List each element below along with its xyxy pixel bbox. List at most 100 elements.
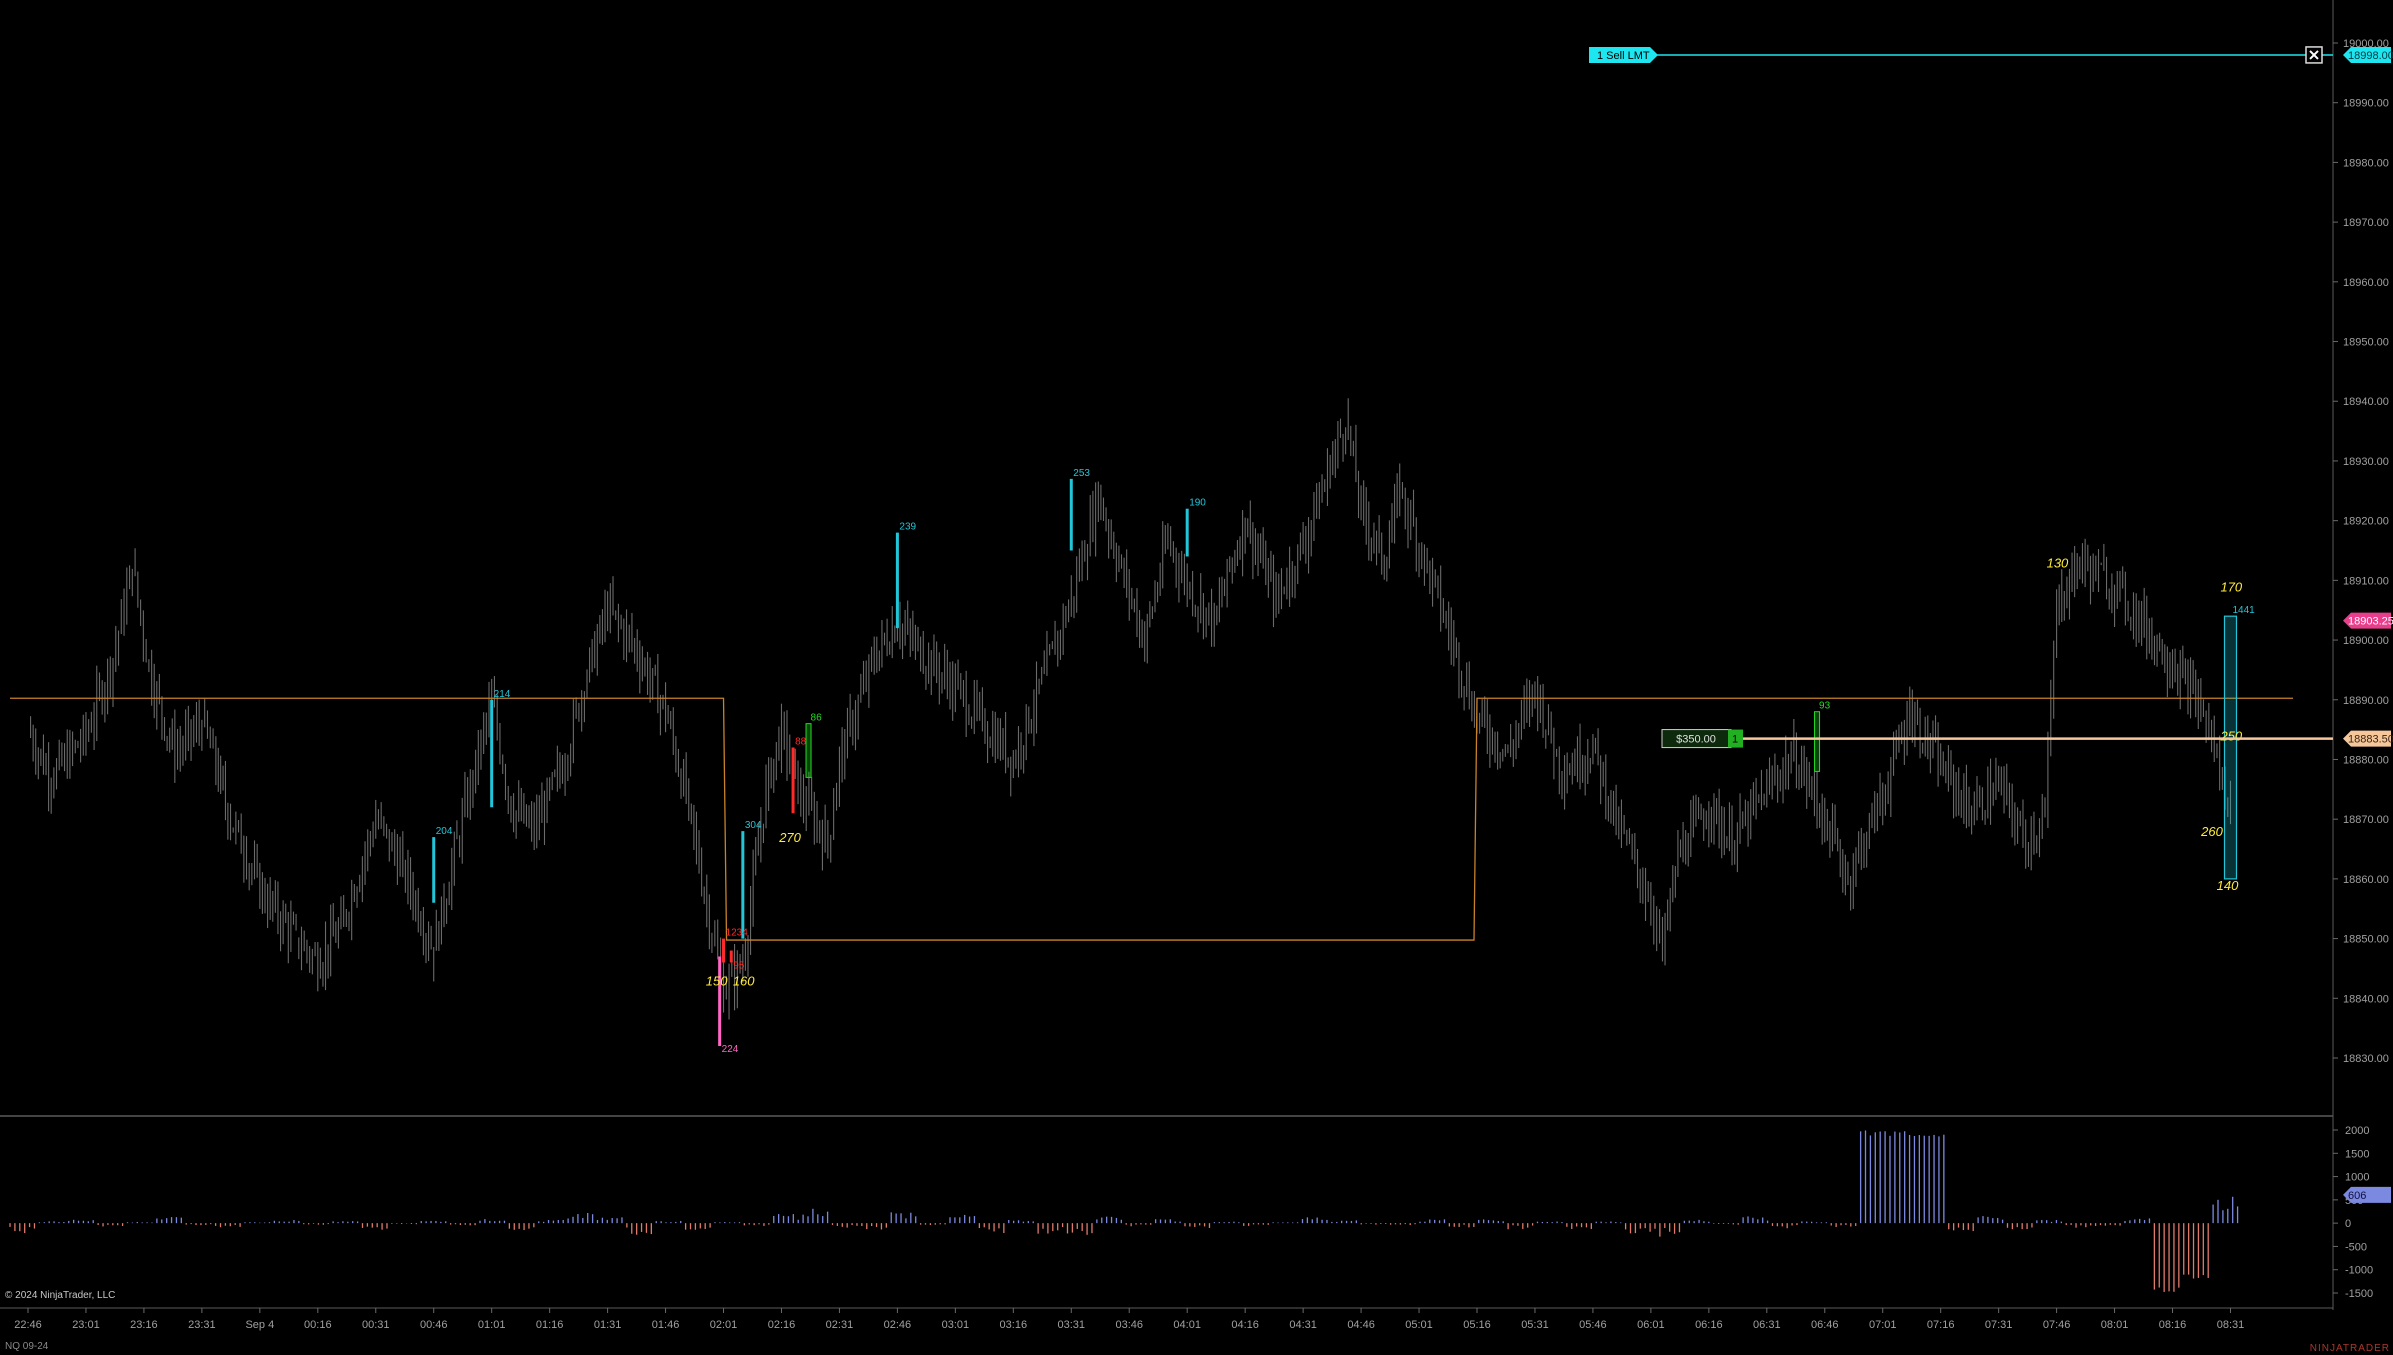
annotation-label: 260 xyxy=(2200,824,2223,839)
volume-marker xyxy=(1814,711,1821,772)
volume-marker-label: 86 xyxy=(811,713,823,724)
order-price-label: 18998.00 xyxy=(2348,50,2393,62)
time-tick-label: 06:16 xyxy=(1695,1319,1723,1331)
time-tick-label: 22:46 xyxy=(14,1319,42,1331)
time-tick-label: 07:16 xyxy=(1927,1319,1955,1331)
value-area-line xyxy=(10,697,2293,941)
delta-tick-label: -1500 xyxy=(2345,1288,2373,1300)
time-tick-label: 04:16 xyxy=(1231,1319,1259,1331)
order-label-box[interactable] xyxy=(1589,46,1658,63)
time-tick-label: 01:01 xyxy=(478,1319,506,1331)
delta-tick-label: -500 xyxy=(2345,1241,2367,1253)
time-tick-label: 07:01 xyxy=(1869,1319,1897,1331)
volume-marker xyxy=(805,723,812,778)
volume-markers: 204 214 304 239 253 190 86 93 88 1234 95 224 1441 xyxy=(432,468,2255,1055)
delta-current-label: 606 xyxy=(2348,1190,2366,1202)
position-price-label: 18883.50 xyxy=(2348,734,2393,746)
price-tick-label: 18890.00 xyxy=(2343,695,2389,707)
position-pnl: $350.00 xyxy=(1676,734,1716,746)
last-price-tag-group: 18903.25 xyxy=(2343,612,2393,629)
volume-marker-label: 239 xyxy=(899,522,916,533)
position-qty-box[interactable] xyxy=(1728,729,1743,748)
time-tick-label: 01:31 xyxy=(594,1319,622,1331)
delta-tick-label: 0 xyxy=(2345,1218,2351,1230)
close-icon-glyph xyxy=(2309,50,2319,60)
volume-marker-label: 1234 xyxy=(726,928,749,939)
annotation-label: 150 xyxy=(706,973,728,988)
order-price-tag xyxy=(2343,46,2391,63)
time-tick-label: 05:46 xyxy=(1579,1319,1607,1331)
instrument-label: NQ 09-24 xyxy=(5,1341,49,1352)
price-axis[interactable]: 18830.00 18840.00 18850.00 18860.00 18870.00… xyxy=(2333,38,2389,1065)
last-price-label: 18903.25 xyxy=(2348,616,2393,628)
price-tick-label: 18830.00 xyxy=(2343,1053,2389,1065)
time-tick-label: 07:46 xyxy=(2043,1319,2071,1331)
volume-marker-label: 214 xyxy=(494,689,511,700)
time-tick-label: 03:31 xyxy=(1058,1319,1086,1331)
price-tick-label: 18960.00 xyxy=(2343,277,2389,289)
delta-tick-label: -1000 xyxy=(2345,1265,2373,1277)
last-price-tag xyxy=(2343,612,2391,629)
time-tick-label: 02:31 xyxy=(826,1319,854,1331)
delta-histogram xyxy=(9,1130,2239,1292)
annotation-label: 250 xyxy=(2219,729,2242,744)
price-tick-label: 18860.00 xyxy=(2343,874,2389,886)
time-tick-label: 00:16 xyxy=(304,1319,332,1331)
sell-limit-order[interactable]: 1 Sell LMT 18998.00 xyxy=(1589,46,2393,64)
volume-marker-label: 93 xyxy=(1819,701,1831,712)
price-tick-label: 18940.00 xyxy=(2343,396,2389,408)
time-tick-label: 07:31 xyxy=(1985,1319,2013,1331)
volume-marker-label: 1441 xyxy=(2232,605,2255,616)
brand-logo: NINJATRADER xyxy=(2310,1343,2390,1354)
volume-marker-label: 95 xyxy=(733,960,745,971)
time-tick-label: 01:16 xyxy=(536,1319,564,1331)
delta-tick-label: 1500 xyxy=(2345,1148,2369,1160)
annotation-label: 170 xyxy=(2220,579,2242,594)
price-tick-label: 18840.00 xyxy=(2343,993,2389,1005)
time-tick-label: 02:46 xyxy=(884,1319,912,1331)
time-tick-label: 06:01 xyxy=(1637,1319,1665,1331)
time-tick-label: 00:31 xyxy=(362,1319,390,1331)
annotation-label: 160 xyxy=(733,973,755,988)
time-tick-label: 03:01 xyxy=(942,1319,970,1331)
time-tick-label: 01:46 xyxy=(652,1319,680,1331)
volume-marker-label: 253 xyxy=(1073,468,1090,479)
delta-current-tag-group: 606 xyxy=(2343,1186,2391,1203)
time-tick-label: 23:31 xyxy=(188,1319,216,1331)
price-tick-label: 18850.00 xyxy=(2343,934,2389,946)
annotations: 150 160 270 130 170 250 260 140 xyxy=(706,555,2243,988)
price-tick-label: 18970.00 xyxy=(2343,217,2389,229)
time-tick-label: Sep 4 xyxy=(245,1319,274,1331)
copyright-text: © 2024 NinjaTrader, LLC xyxy=(5,1290,115,1301)
candlestick-series xyxy=(30,398,2232,1020)
time-tick-label: 05:01 xyxy=(1405,1319,1433,1331)
price-tick-label: 18950.00 xyxy=(2343,337,2389,349)
time-tick-label: 08:31 xyxy=(2217,1319,2245,1331)
price-tick-label: 18920.00 xyxy=(2343,516,2389,528)
time-axis[interactable]: 22:46 23:01 23:16 23:31 Sep 4 00:16 00:31 00:46… xyxy=(14,1308,2244,1331)
time-tick-label: 08:01 xyxy=(2101,1319,2129,1331)
time-tick-label: 23:01 xyxy=(72,1319,100,1331)
time-tick-label: 00:46 xyxy=(420,1319,448,1331)
time-tick-label: 05:31 xyxy=(1521,1319,1549,1331)
volume-marker-label: 224 xyxy=(722,1044,739,1055)
price-tick-label: 18910.00 xyxy=(2343,575,2389,587)
order-label[interactable]: 1 Sell LMT xyxy=(1597,50,1650,62)
price-tick-label: 18930.00 xyxy=(2343,456,2389,468)
price-tick-label: 18870.00 xyxy=(2343,814,2389,826)
volume-marker-label: 190 xyxy=(1189,498,1206,509)
price-tick-label: 18880.00 xyxy=(2343,754,2389,766)
annotation-label: 140 xyxy=(2217,878,2239,893)
volume-marker-label: 88 xyxy=(795,737,807,748)
time-tick-label: 08:16 xyxy=(2159,1319,2187,1331)
price-tick-label: 18900.00 xyxy=(2343,635,2389,647)
delta-current-tag xyxy=(2343,1186,2391,1203)
time-tick-label: 06:46 xyxy=(1811,1319,1839,1331)
time-tick-label: 04:31 xyxy=(1289,1319,1317,1331)
price-tick-label: 18980.00 xyxy=(2343,157,2389,169)
volume-marker-box xyxy=(2223,615,2238,880)
position-line-group[interactable]: $350.00 1 18883.50 xyxy=(1661,729,2393,749)
time-tick-label: 05:16 xyxy=(1463,1319,1491,1331)
